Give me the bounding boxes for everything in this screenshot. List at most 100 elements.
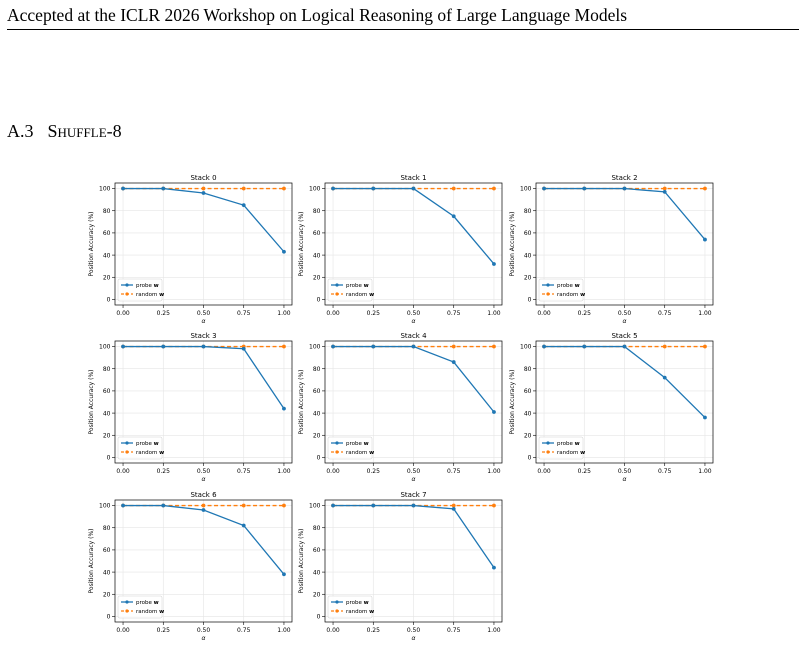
x-tick-label: 0.00 — [116, 310, 130, 317]
legend-marker — [546, 292, 550, 296]
x-tick-label: 1.00 — [277, 468, 291, 475]
y-tick-label: 100 — [520, 344, 532, 351]
data-point-random — [492, 344, 496, 349]
y-axis-label: Position Accuracy (%) — [298, 529, 305, 594]
y-tick-label: 80 — [103, 525, 111, 532]
y-axis-label: Position Accuracy (%) — [298, 370, 305, 435]
data-point-random — [282, 344, 286, 349]
chart-stack-7: Stack 7 0 20 40 60 80 100 0.00 0.25 0.50 0.75 1.00 α… — [298, 491, 503, 642]
data-point-random — [241, 503, 246, 508]
y-tick-label: 60 — [313, 230, 321, 237]
y-tick-label: 100 — [309, 186, 321, 193]
data-point-probe — [201, 508, 206, 512]
data-point-probe — [282, 406, 286, 411]
y-axis-label: Position Accuracy (%) — [88, 529, 95, 594]
y-axis-label: Position Accuracy (%) — [509, 212, 516, 277]
data-point-probe — [371, 344, 376, 349]
data-point-probe — [451, 214, 456, 219]
y-tick-label: 60 — [313, 547, 321, 554]
data-point-probe — [201, 344, 206, 349]
x-axis-label: α — [202, 318, 206, 325]
x-tick-label: 1.00 — [277, 310, 291, 317]
data-point-probe — [371, 503, 376, 508]
x-tick-label: 0.50 — [197, 468, 211, 475]
x-axis-label: α — [202, 635, 206, 642]
legend-marker — [125, 609, 129, 613]
x-tick-label: 1.00 — [277, 627, 291, 634]
y-tick-label: 40 — [524, 252, 532, 259]
data-point-probe — [282, 249, 286, 254]
data-point-probe — [241, 346, 246, 351]
data-point-random — [703, 186, 707, 191]
y-tick-label: 80 — [524, 208, 532, 215]
data-point-probe — [161, 186, 166, 191]
chart-title: Stack 7 — [400, 491, 426, 499]
legend-label: random w — [557, 450, 585, 456]
y-tick-label: 20 — [313, 432, 321, 439]
plot-frame — [114, 182, 293, 306]
data-point-random — [662, 344, 667, 349]
data-point-random — [282, 186, 286, 191]
x-tick-label: 0.75 — [658, 310, 672, 317]
data-point-random — [282, 503, 286, 508]
legend-label: random w — [346, 450, 374, 456]
data-point-probe — [582, 344, 587, 349]
y-tick-label: 20 — [313, 591, 321, 598]
legend-marker — [335, 283, 339, 287]
data-point-random — [451, 186, 456, 191]
x-tick-label: 0.25 — [157, 627, 171, 634]
chart-stack-1: Stack 1 0 20 40 60 80 100 0.00 0.25 0.50 0.75 1.00 α… — [298, 174, 503, 325]
x-tick-label: 0.25 — [367, 468, 381, 475]
data-point-probe — [703, 237, 707, 242]
chart-stack-4: Stack 4 0 20 40 60 80 100 0.00 0.25 0.50 0.75 1.00 α… — [298, 332, 503, 483]
x-tick-label: 0.75 — [237, 468, 251, 475]
data-point-probe — [622, 344, 627, 349]
legend-label: random w — [136, 609, 164, 615]
y-tick-label: 100 — [309, 503, 321, 510]
chart-title: Stack 2 — [611, 174, 637, 182]
legend-marker — [125, 441, 129, 445]
data-point-random — [492, 186, 496, 191]
plot-frame — [324, 340, 503, 464]
x-tick-label: 0.75 — [447, 310, 461, 317]
x-tick-label: 0.00 — [537, 468, 551, 475]
legend-marker — [335, 609, 339, 613]
data-point-random — [201, 186, 206, 191]
y-tick-label: 80 — [103, 366, 111, 373]
data-point-probe — [331, 503, 335, 508]
x-tick-label: 0.50 — [197, 310, 211, 317]
y-axis-label: Position Accuracy (%) — [509, 370, 516, 435]
y-tick-label: 0 — [528, 455, 532, 462]
x-tick-label: 0.25 — [157, 310, 171, 317]
chart-title: Stack 1 — [400, 174, 426, 182]
y-tick-label: 60 — [524, 230, 532, 237]
chart-title: Stack 0 — [190, 174, 216, 182]
y-axis-label: Position Accuracy (%) — [298, 212, 305, 277]
x-tick-label: 1.00 — [487, 310, 501, 317]
plot-frame — [324, 182, 503, 306]
y-tick-label: 0 — [107, 297, 111, 304]
x-tick-label: 0.50 — [407, 310, 421, 317]
y-tick-label: 100 — [99, 344, 111, 351]
data-point-probe — [241, 203, 246, 208]
x-tick-label: 0.25 — [578, 468, 592, 475]
chart-title: Stack 5 — [611, 332, 637, 340]
legend-marker — [546, 450, 550, 454]
x-tick-label: 1.00 — [698, 468, 712, 475]
chart-title: Stack 4 — [400, 332, 427, 340]
data-point-probe — [492, 262, 496, 266]
y-tick-label: 100 — [520, 186, 532, 193]
data-point-probe — [662, 189, 667, 194]
data-point-random — [662, 186, 667, 191]
x-tick-label: 0.00 — [116, 468, 130, 475]
legend-label: random w — [346, 292, 374, 298]
data-point-probe — [703, 415, 707, 420]
x-axis-label: α — [412, 476, 416, 483]
data-point-probe — [662, 375, 667, 380]
data-point-probe — [331, 186, 335, 191]
y-tick-label: 20 — [103, 432, 111, 439]
data-point-random — [451, 503, 456, 508]
chart-stack-0: Stack 0 0 20 40 60 80 100 0.00 0.25 0.50 0.75 1.00 α… — [88, 174, 293, 325]
plot-frame — [114, 499, 293, 623]
y-tick-label: 80 — [524, 366, 532, 373]
